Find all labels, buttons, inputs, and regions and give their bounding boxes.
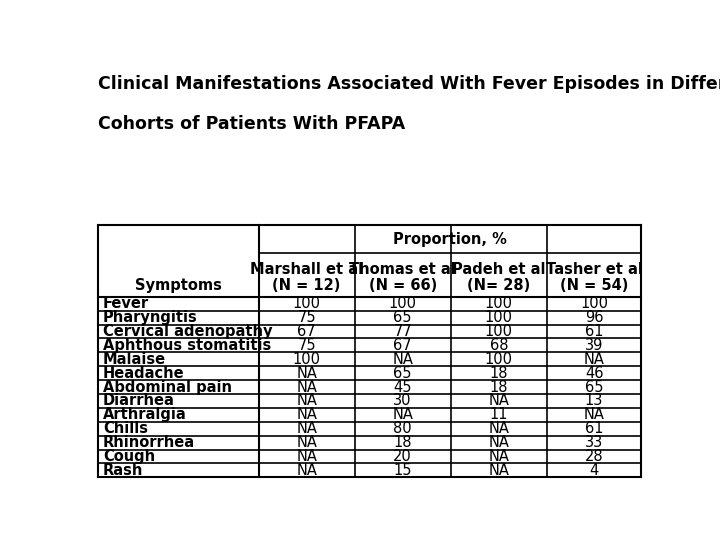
Text: Cough: Cough [103,449,155,464]
Text: 67: 67 [393,338,412,353]
Text: NA: NA [488,435,509,450]
Text: Clinical Manifestations Associated With Fever Episodes in Different: Clinical Manifestations Associated With … [99,75,720,93]
Text: 20: 20 [393,449,412,464]
Text: 100: 100 [485,296,513,311]
Text: Aphthous stomatitis: Aphthous stomatitis [103,338,271,353]
Text: 18: 18 [393,435,412,450]
Text: 75: 75 [297,310,316,325]
Text: NA: NA [584,407,605,422]
Text: 100: 100 [292,296,320,311]
Text: Pharyngitis: Pharyngitis [103,310,197,325]
Text: (N = 12): (N = 12) [272,278,341,293]
Text: 45: 45 [393,380,412,395]
Text: 75: 75 [297,338,316,353]
Text: Rash: Rash [103,463,143,478]
Text: 65: 65 [585,380,603,395]
Text: NA: NA [488,394,509,408]
Text: 18: 18 [490,366,508,381]
Text: 65: 65 [393,366,412,381]
Text: NA: NA [296,421,317,436]
Text: Rhinorrhea: Rhinorrhea [103,435,195,450]
Text: Headache: Headache [103,366,184,381]
Text: 33: 33 [585,435,603,450]
Text: 77: 77 [393,324,412,339]
Text: 80: 80 [393,421,412,436]
Text: 65: 65 [393,310,412,325]
Text: Cervical adenopathy: Cervical adenopathy [103,324,272,339]
Text: (N= 28): (N= 28) [467,278,531,293]
Text: 61: 61 [585,421,603,436]
Text: Marshall et al: Marshall et al [250,262,363,276]
Text: 100: 100 [580,296,608,311]
Text: 100: 100 [292,352,320,367]
Text: NA: NA [296,463,317,478]
Text: 15: 15 [393,463,412,478]
Text: 100: 100 [485,352,513,367]
Text: NA: NA [392,407,413,422]
Text: Chills: Chills [103,421,148,436]
Text: Proportion, %: Proportion, % [393,232,507,247]
Text: 11: 11 [490,407,508,422]
Text: NA: NA [488,463,509,478]
Text: Tasher et al: Tasher et al [546,262,642,276]
Text: Malaise: Malaise [103,352,166,367]
Text: 68: 68 [490,338,508,353]
Text: NA: NA [488,449,509,464]
Text: NA: NA [296,449,317,464]
Text: 30: 30 [393,394,412,408]
Text: 4: 4 [590,463,599,478]
Text: Thomas et al: Thomas et al [349,262,456,276]
Text: Fever: Fever [103,296,149,311]
Text: NA: NA [296,435,317,450]
Text: 13: 13 [585,394,603,408]
Text: NA: NA [488,421,509,436]
Text: 46: 46 [585,366,603,381]
Text: 18: 18 [490,380,508,395]
Text: 96: 96 [585,310,603,325]
Text: Padeh et al: Padeh et al [452,262,546,276]
Text: Cohorts of Patients With PFAPA: Cohorts of Patients With PFAPA [99,114,405,133]
Text: 100: 100 [485,324,513,339]
Text: 100: 100 [389,296,417,311]
Text: NA: NA [584,352,605,367]
Text: (N = 54): (N = 54) [560,278,629,293]
Text: 61: 61 [585,324,603,339]
Text: 100: 100 [485,310,513,325]
Text: Abdominal pain: Abdominal pain [103,380,232,395]
Text: NA: NA [296,407,317,422]
Text: NA: NA [296,394,317,408]
Text: NA: NA [296,380,317,395]
Text: Diarrhea: Diarrhea [103,394,175,408]
Text: NA: NA [296,366,317,381]
Text: 39: 39 [585,338,603,353]
Text: Arthralgia: Arthralgia [103,407,186,422]
Text: 67: 67 [297,324,316,339]
Text: (N = 66): (N = 66) [369,278,437,293]
Text: Symptoms: Symptoms [135,279,222,294]
Text: 28: 28 [585,449,603,464]
Text: NA: NA [392,352,413,367]
